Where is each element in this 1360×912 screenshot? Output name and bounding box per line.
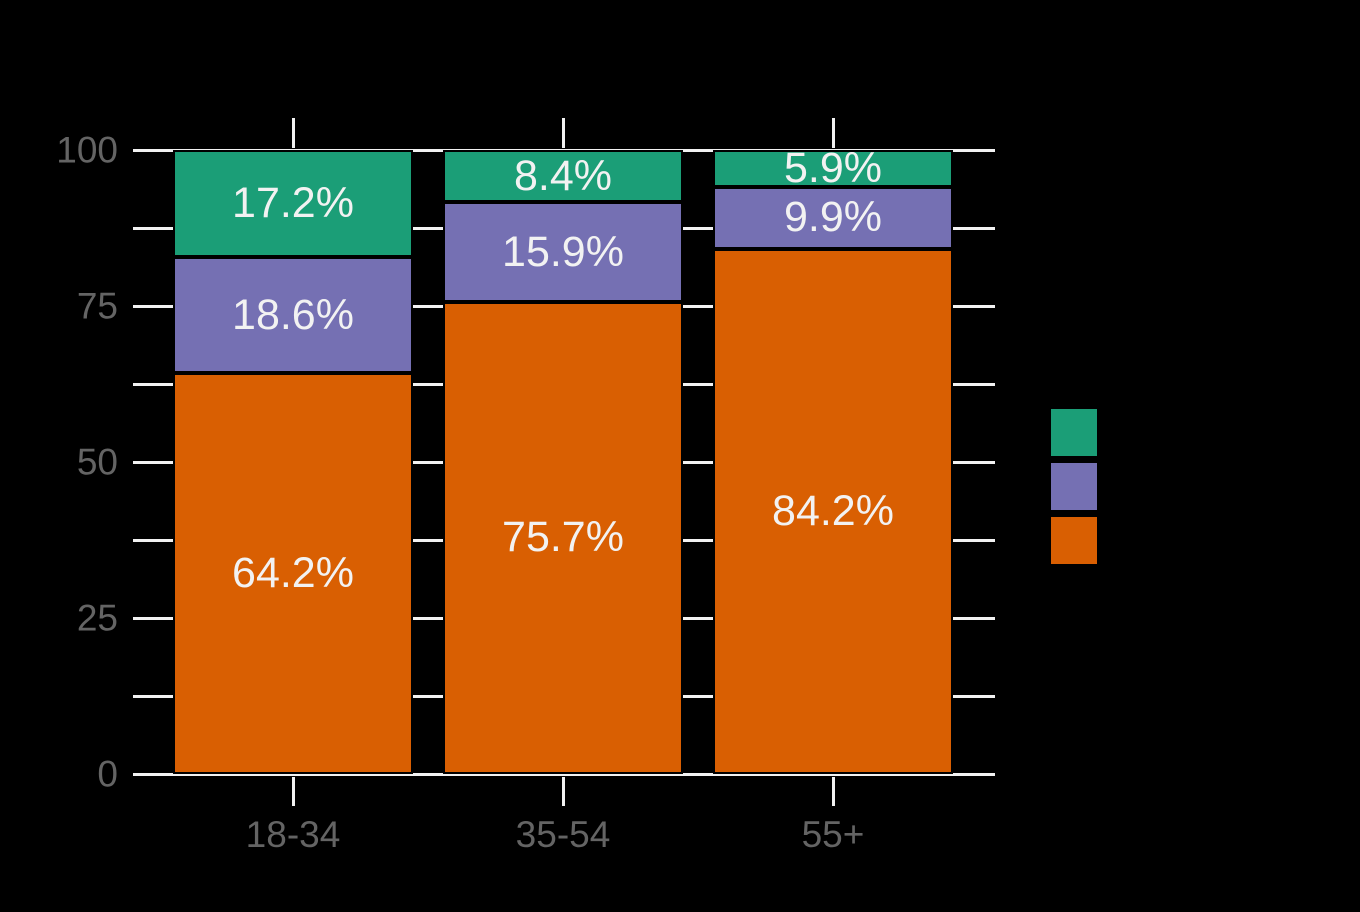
bar-segment-purple-middle-segment: 15.9%	[443, 202, 683, 302]
x-axis-tick-label: 55+	[801, 814, 865, 855]
y-axis-tick-label: 25	[76, 597, 118, 639]
x-tick-top	[291, 118, 295, 148]
bar-segment-label: 84.2%	[772, 486, 894, 535]
legend-swatch	[1051, 463, 1097, 510]
bar-segment-label: 17.2%	[232, 179, 354, 228]
x-axis-tick-label: 35-54	[515, 814, 611, 855]
bar-segment-label: 5.9%	[783, 143, 882, 192]
bar-segment-green-top-segment: 17.2%	[173, 150, 413, 258]
bar-segment-label: 8.4%	[513, 151, 612, 200]
bar-segment-orange-bottom-segment: 84.2%	[713, 248, 953, 774]
y-axis-tick-label: 0	[97, 753, 118, 795]
x-tick-bottom	[291, 777, 295, 806]
x-tick-bottom	[831, 777, 835, 806]
bar-segment-green-top-segment: 8.4%	[443, 150, 683, 203]
bar-segment-orange-bottom-segment: 64.2%	[173, 373, 413, 774]
x-tick-top	[831, 118, 835, 148]
bar-segment-label: 75.7%	[502, 513, 624, 562]
x-tick-top	[561, 118, 565, 148]
bar-segment-green-top-segment: 5.9%	[713, 143, 953, 192]
y-axis-tick-label: 50	[76, 441, 118, 483]
bar-segment-label: 9.9%	[783, 193, 882, 242]
y-axis-tick-label: 75	[76, 285, 118, 327]
bar-segment-label: 64.2%	[232, 549, 354, 598]
bar-segment-purple-middle-segment: 18.6%	[173, 257, 413, 374]
legend-swatch	[1051, 409, 1097, 456]
bar-segment-label: 18.6%	[232, 290, 354, 339]
bar-segment-orange-bottom-segment: 75.7%	[443, 301, 683, 774]
x-tick-bottom	[561, 777, 565, 806]
x-axis-tick-label: 18-34	[245, 814, 341, 855]
bar-segment-purple-middle-segment: 9.9%	[713, 186, 953, 249]
bar-segment-label: 15.9%	[502, 227, 624, 276]
y-axis-tick-label: 100	[56, 129, 118, 171]
gridline-major	[133, 772, 995, 776]
legend-swatch	[1051, 517, 1097, 564]
